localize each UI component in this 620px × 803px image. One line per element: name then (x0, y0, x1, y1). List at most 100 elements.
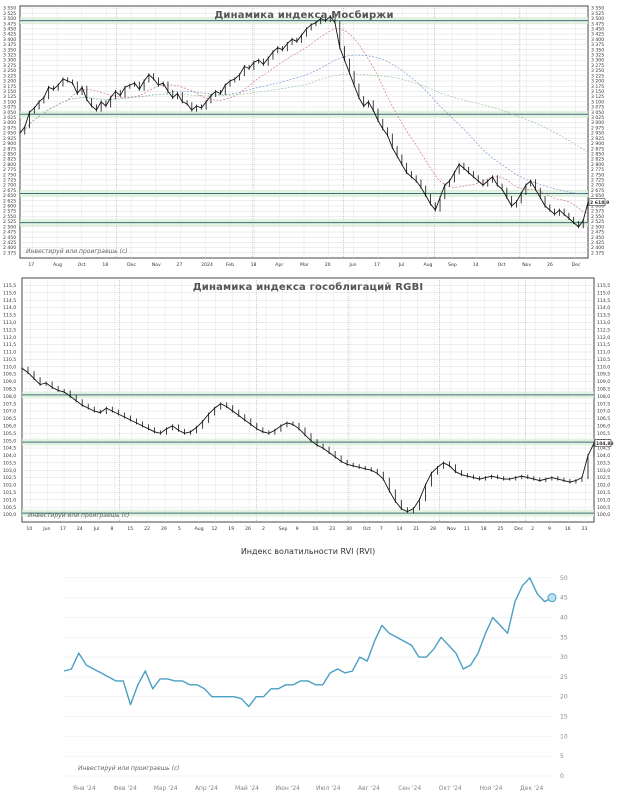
rgbi-chart-svg: 115,5115,5115,0115,0114,5114,5114,0114,0… (3, 277, 614, 532)
current-value-box (588, 198, 606, 206)
y-tick-label-left: 107,5 (3, 401, 16, 407)
x-tick-label: Янв '24 (73, 785, 96, 792)
y-tick-label-left: 3 300 (3, 58, 16, 64)
x-tick-label: 2 (262, 526, 265, 532)
y-tick-label-right: 103,0 (597, 468, 610, 474)
y-tick-label-left: 2 625 (3, 198, 16, 204)
y-tick-label: 50 (560, 575, 568, 582)
rvi-index-chart: Индекс волатильности RVI (RVI) 0 5 10 15 20 25… (0, 544, 620, 803)
y-tick-label-left: 112,0 (3, 335, 16, 341)
y-tick-label-left: 2 750 (3, 172, 16, 178)
y-tick-label-left: 3 275 (3, 63, 16, 69)
y-tick-label-right: 3 450 (591, 27, 604, 33)
y-tick-label: 5 (560, 753, 564, 760)
y-tick-label-right: 3 475 (591, 21, 604, 27)
y-tick-label-right: 3 550 (591, 6, 604, 12)
y-tick-label-left: 106,5 (3, 416, 16, 422)
y-tick-label-left: 103,5 (3, 460, 16, 466)
y-tick-label-right: 100,0 (597, 512, 610, 518)
y-tick-label-left: 114,0 (3, 305, 16, 311)
y-tick-label: 45 (560, 595, 568, 602)
watermark: Инвестируй или проиграешь (с) (78, 765, 180, 772)
y-tick-label-left: 3 200 (3, 79, 16, 85)
x-tick-label: 17 (60, 526, 66, 532)
y-tick-label-right: 3 275 (591, 63, 604, 69)
y-tick-label-right: 103,5 (597, 460, 610, 466)
y-tick-label-right: 100,5 (597, 505, 610, 511)
y-tick-label-right: 3 100 (591, 99, 604, 105)
y-tick-label-left: 105,5 (3, 431, 16, 437)
y-tick-label-left: 2 900 (3, 141, 16, 147)
y-tick-label-left: 3 550 (3, 6, 16, 12)
y-tick-label-right: 104,0 (597, 453, 610, 459)
x-tick-label: Feb (226, 262, 234, 268)
y-tick-label-right: 3 400 (591, 37, 604, 43)
y-tick-label-left: 3 400 (3, 37, 16, 43)
y-tick-label-right: 2 800 (591, 162, 604, 168)
y-tick-label-left: 2 400 (3, 245, 16, 251)
x-tick-label: Окт '24 (439, 785, 462, 792)
y-tick-label-left: 2 575 (3, 209, 16, 215)
y-tick-label-left: 2 525 (3, 219, 16, 225)
x-tick-label: Мар '24 (154, 785, 178, 792)
y-tick-label-left: 115,5 (3, 283, 16, 289)
y-tick-label-right: 3 075 (591, 105, 604, 111)
y-tick-label-left: 2 650 (3, 193, 16, 199)
y-tick-label-right: 2 525 (591, 219, 604, 225)
y-tick-label-right: 115,5 (597, 283, 610, 289)
y-tick-label-right: 2 850 (591, 151, 604, 157)
y-tick-label: 35 (560, 634, 568, 641)
y-tick-label-left: 2 600 (3, 204, 16, 210)
x-tick-label: 21 (413, 526, 419, 532)
x-tick-label: Jul (398, 262, 405, 268)
y-tick-label-right: 3 175 (591, 84, 604, 90)
y-tick-label-right: 2 975 (591, 125, 604, 131)
y-tick-label-right: 3 050 (591, 110, 604, 116)
x-tick-label: 17 (374, 262, 380, 268)
x-tick-label: Jun (348, 262, 356, 268)
x-tick-label: Sep (448, 262, 457, 268)
last-point-marker (547, 593, 557, 603)
y-tick-label-left: 111,0 (3, 350, 16, 356)
y-tick-label-right: 110,5 (597, 357, 610, 363)
x-tick-label: Сен '24 (398, 785, 421, 792)
y-tick-label-left: 3 175 (3, 84, 16, 90)
y-tick-label-left: 110,5 (3, 357, 16, 363)
current-value-label: 2 618,9 (590, 200, 609, 206)
y-tick-label-left: 3 450 (3, 27, 16, 33)
y-tick-label-right: 2 700 (591, 183, 604, 189)
y-tick-label-right: 109,5 (597, 372, 610, 378)
y-tick-label-left: 108,5 (3, 387, 16, 393)
rvi-chart-svg: Индекс волатильности RVI (RVI) 0 5 10 15 20 25… (63, 547, 568, 792)
x-tick-label: Nov (447, 526, 456, 532)
x-tick-label: 2024 (201, 262, 213, 268)
x-tick-label: 14 (397, 526, 403, 532)
x-tick-label: 18 (102, 262, 108, 268)
y-tick-label-right: 108,5 (597, 387, 610, 393)
current-value-label: 104,83 (596, 441, 614, 447)
x-tick-label: 9 (548, 526, 551, 532)
y-tick-label-left: 2 975 (3, 125, 16, 131)
y-tick-label-right: 3 125 (591, 94, 604, 100)
y-tick-label-left: 110,0 (3, 364, 16, 370)
y-tick-label-left: 3 125 (3, 94, 16, 100)
x-tick-label: 9 (296, 526, 299, 532)
x-tick-label: Май '24 (235, 785, 259, 792)
y-tick-label-left: 3 025 (3, 115, 16, 121)
x-tick-label: 28 (430, 526, 436, 532)
x-tick-label: Дек '24 (520, 785, 543, 792)
y-tick-label-right: 2 950 (591, 131, 604, 137)
y-tick-label-left: 102,0 (3, 483, 16, 489)
y-tick-label-right: 111,5 (597, 342, 610, 348)
x-tick-label: Апр '24 (195, 785, 218, 792)
y-tick-label-left: 2 725 (3, 178, 16, 184)
y-tick-label-left: 114,5 (3, 298, 16, 304)
x-tick-label: 23 (329, 526, 335, 532)
y-tick-label: 20 (560, 694, 568, 701)
x-tick-label: 24 (77, 526, 83, 532)
x-tick-label: Dec (572, 262, 581, 268)
y-tick-label-left: 3 225 (3, 73, 16, 79)
y-tick-label-right: 3 425 (591, 32, 604, 38)
y-tick-label-right: 114,5 (597, 298, 610, 304)
